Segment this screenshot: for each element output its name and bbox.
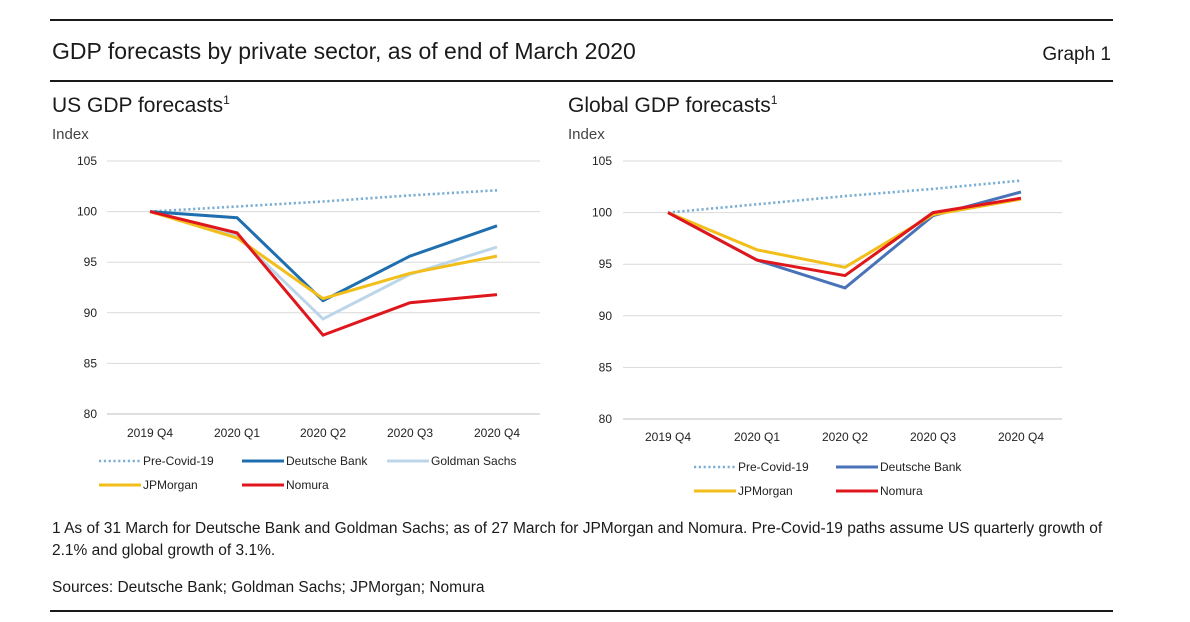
us-y-tick-label: 95 (84, 255, 98, 269)
us-y-tick-label: 80 (84, 407, 98, 421)
us-x-tick-label: 2020 Q2 (300, 426, 346, 440)
us-series-nomura (149, 210, 498, 337)
bottom-rule (50, 610, 1113, 612)
graph-title: GDP forecasts by private sector, as of e… (52, 38, 636, 64)
global-series-nomura (667, 196, 1022, 278)
us-series-deutsche-bank (149, 210, 498, 303)
us-x-tick-label: 2020 Q3 (387, 426, 433, 440)
us-y-tick-label: 85 (84, 356, 98, 370)
us-legend-label-deutsche-bank: Deutsche Bank (286, 454, 368, 468)
global-x-tick-label: 2020 Q1 (734, 430, 780, 444)
us-y-tick-label: 105 (77, 154, 97, 168)
graph-number: Graph 1 (1042, 44, 1111, 65)
global-chart: 105 100 95 90 85 80 2019 Q4 2020 Q1 2020 Q2 2020 … (592, 154, 1062, 498)
us-legend-label-pre-covid-19: Pre-Covid-19 (143, 454, 214, 468)
us-series-pre-covid-19 (149, 189, 498, 213)
global-x-tick-label: 2020 Q3 (910, 430, 956, 444)
global-legend-label-jpmorgan: JPMorgan (738, 484, 793, 498)
global-y-tick-label: 85 (599, 360, 613, 374)
us-legend-label-jpmorgan: JPMorgan (143, 478, 198, 492)
global-panel-title: Global GDP forecasts1 (568, 93, 777, 118)
sources-text: Sources: Deutsche Bank; Goldman Sachs; J… (52, 579, 485, 596)
us-unit-label: Index (52, 126, 89, 143)
global-x-tick-label: 2020 Q2 (822, 430, 868, 444)
global-series-pre-covid-19 (667, 179, 1022, 214)
us-x-tick-label: 2020 Q4 (474, 426, 520, 440)
global-legend-label-deutsche-bank: Deutsche Bank (880, 460, 962, 474)
global-y-tick-label: 105 (592, 154, 612, 168)
global-title-footnote-mark: 1 (770, 93, 778, 107)
us-legend-label-goldman-sachs: Goldman Sachs (431, 454, 516, 468)
global-legend-label-pre-covid-19: Pre-Covid-19 (738, 460, 809, 474)
us-chart: 105 100 95 90 85 80 2019 Q4 2020 Q1 2020 Q2 2020 … (77, 154, 540, 492)
us-x-tick-label: 2019 Q4 (127, 426, 173, 440)
global-y-tick-label: 95 (599, 257, 613, 271)
global-unit-label: Index (568, 126, 605, 143)
global-x-tick-label: 2019 Q4 (645, 430, 691, 444)
us-y-tick-label: 100 (77, 205, 97, 219)
global-x-tick-label: 2020 Q4 (998, 430, 1044, 444)
top-rule (50, 19, 1113, 21)
us-y-tick-label: 90 (84, 306, 98, 320)
us-panel-title-text: US GDP forecasts (52, 94, 224, 117)
global-series-jpmorgan (667, 197, 1022, 269)
us-title-footnote-mark: 1 (223, 93, 230, 107)
global-panel-title-text: Global GDP forecasts (568, 94, 771, 117)
us-panel-title: US GDP forecasts1 (52, 93, 230, 118)
us-series-jpmorgan (149, 210, 498, 301)
title-rule (50, 80, 1113, 82)
us-legend-label-nomura: Nomura (286, 478, 329, 492)
global-y-tick-label: 90 (599, 309, 613, 323)
global-legend-label-nomura: Nomura (880, 484, 923, 498)
global-y-tick-label: 100 (592, 206, 612, 220)
us-x-tick-label: 2020 Q1 (214, 426, 260, 440)
global-y-tick-label: 80 (599, 412, 613, 426)
footnote-text: 1 As of 31 March for Deutsche Bank and G… (52, 520, 1103, 559)
